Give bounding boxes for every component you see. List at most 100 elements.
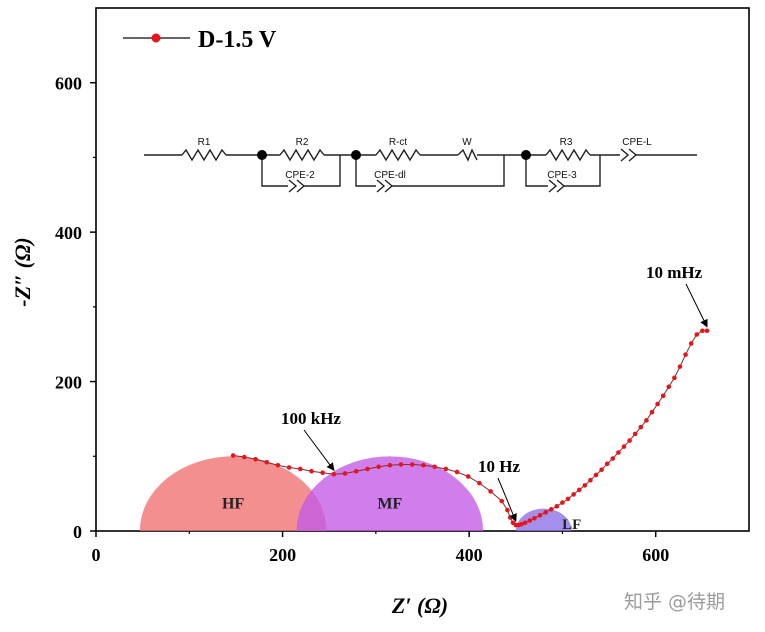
data-point xyxy=(537,513,543,518)
node-3 xyxy=(521,150,531,160)
resistor-r2 xyxy=(279,148,325,162)
x-tick-label: 200 xyxy=(269,545,296,565)
data-point xyxy=(548,507,554,512)
data-point xyxy=(242,454,247,460)
series-layer xyxy=(230,328,710,528)
data-point xyxy=(505,507,510,513)
data-point xyxy=(353,468,359,474)
cpe-2-symbol-b xyxy=(296,179,306,193)
watermark: 知乎 @待期 xyxy=(624,591,726,613)
x-tick-label: 400 xyxy=(456,545,483,565)
cpe-3-symbol-b xyxy=(556,179,566,193)
data-point xyxy=(672,375,677,381)
branch-3-wire xyxy=(525,155,548,187)
data-point xyxy=(694,332,700,337)
legend-label: D-1.5 V xyxy=(198,27,277,53)
region-lf xyxy=(515,508,572,531)
resistor-r1 xyxy=(181,148,227,162)
branch-1-wire-b xyxy=(304,155,341,187)
data-point xyxy=(593,472,599,478)
data-point xyxy=(507,515,513,520)
data-point xyxy=(704,328,710,334)
data-point xyxy=(432,464,437,470)
cpe-dl-symbol-b xyxy=(384,179,394,193)
data-point xyxy=(565,496,571,502)
data-point xyxy=(599,467,604,473)
cpe-2-symbol-a xyxy=(288,179,298,193)
data-point xyxy=(638,424,644,430)
data-point xyxy=(660,393,666,399)
annotation-label: 100 kHz xyxy=(281,409,341,428)
data-point xyxy=(644,418,649,423)
label-r1: R1 xyxy=(198,137,211,148)
data-point xyxy=(421,462,426,468)
data-point xyxy=(532,515,537,521)
y-tick-label: 400 xyxy=(55,223,82,243)
cpe-l-symbol-a xyxy=(620,148,630,162)
resistor-r-ct xyxy=(375,148,421,162)
data-point xyxy=(554,504,560,509)
y-tick-label: 0 xyxy=(73,522,82,542)
annotations: 100 kHz 10 Hz 10 mHz xyxy=(281,263,708,522)
data-point xyxy=(616,450,621,455)
data-point xyxy=(264,459,270,465)
data-point xyxy=(331,471,337,477)
data-point xyxy=(309,468,314,474)
data-point xyxy=(387,462,393,468)
data-point xyxy=(522,520,528,526)
region-label-lf: LF xyxy=(562,517,581,533)
data-point xyxy=(649,409,655,415)
label-cpe-3: CPE-3 xyxy=(547,170,577,181)
annotation-arrow xyxy=(685,283,708,328)
annotation-label: 10 mHz xyxy=(646,263,703,282)
data-point xyxy=(398,462,404,467)
data-point xyxy=(543,510,548,515)
circuit-nodes xyxy=(257,150,531,160)
data-point xyxy=(632,431,638,437)
frequency-regions: HF MF LF xyxy=(139,456,581,533)
cpe-dl-symbol-a xyxy=(376,179,386,193)
data-point xyxy=(230,453,236,458)
data-point xyxy=(582,483,588,488)
branch-2-wire xyxy=(355,155,376,187)
cpe-3-symbol-a xyxy=(548,179,558,193)
legend: D-1.5 V xyxy=(123,27,277,53)
branch-1-wire xyxy=(261,155,288,187)
region-label-hf: HF xyxy=(222,496,244,513)
data-point xyxy=(488,489,493,494)
data-point xyxy=(365,466,370,472)
data-point xyxy=(560,500,565,505)
y-tick-label: 200 xyxy=(55,373,82,393)
data-point xyxy=(519,521,524,527)
data-point xyxy=(409,462,415,467)
data-point xyxy=(621,444,627,449)
x-tick-label: 600 xyxy=(642,545,669,565)
branch-2-wire-b xyxy=(392,155,505,187)
data-point xyxy=(610,456,616,461)
data-point xyxy=(576,487,582,493)
annotation-label: 10 Hz xyxy=(478,457,520,476)
data-point xyxy=(666,384,672,390)
data-point xyxy=(253,456,258,462)
data-point xyxy=(286,465,292,470)
data-point xyxy=(465,474,471,479)
warburg-w xyxy=(457,148,478,162)
legend-marker xyxy=(151,33,161,43)
data-point xyxy=(477,480,482,486)
region-label-mf: MF xyxy=(377,496,402,513)
node-1 xyxy=(257,150,267,160)
data-point xyxy=(297,466,303,472)
data-point xyxy=(571,492,576,497)
data-point xyxy=(588,477,593,483)
x-axis-label: Z′ (Ω) xyxy=(391,593,448,618)
data-point xyxy=(320,470,325,476)
data-point xyxy=(499,498,505,504)
circuit-labels: R1 R2 CPE-2 R-ct W CPE-dl R3 CPE-3 CPE-L xyxy=(198,137,653,181)
axis-ticks: 0 200 400 600 0 200 400 600 xyxy=(55,74,669,565)
branch-3-wire-b xyxy=(564,155,601,187)
data-point xyxy=(454,469,460,475)
data-point xyxy=(688,341,694,346)
data-point xyxy=(275,462,281,468)
data-point xyxy=(700,328,705,334)
